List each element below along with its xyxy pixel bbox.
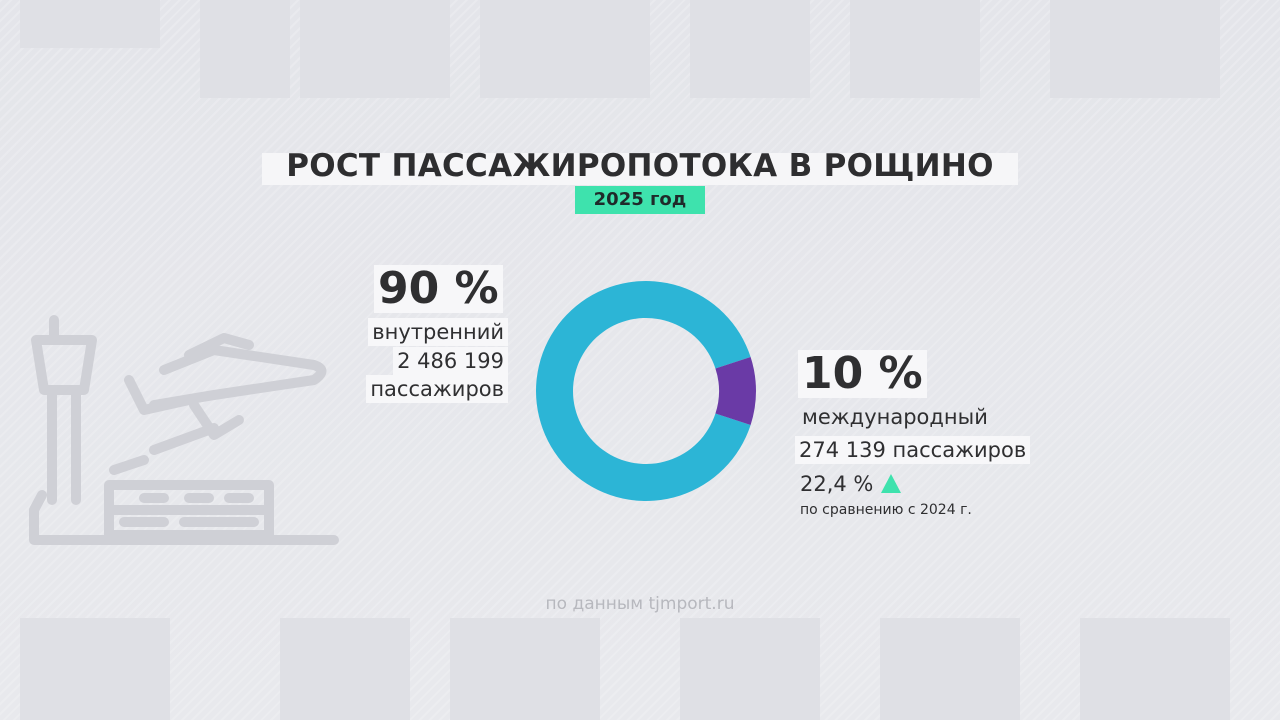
growth-note: по сравнению с 2024 г. xyxy=(800,502,972,518)
domestic-label: внутренний xyxy=(368,318,508,346)
source-note: по данным tjmport.ru xyxy=(545,594,735,614)
donut-slice-international xyxy=(715,357,756,425)
international-label: международный xyxy=(802,405,988,429)
growth-up-arrow-icon xyxy=(881,474,901,493)
donut-slice-domestic xyxy=(536,281,751,501)
title-background xyxy=(262,153,1018,185)
growth-value: 22,4 % xyxy=(800,472,874,496)
chart-subtitle: 2025 год xyxy=(575,186,705,214)
domestic-unit: пассажиров xyxy=(366,375,508,403)
international-count: 274 139 пассажиров xyxy=(795,436,1031,464)
international-percent-label: 10 % xyxy=(798,350,927,398)
domestic-percent-label: 90 % xyxy=(374,265,503,313)
chart-title: РОСТ ПАССАЖИРОПОТОКА В РОЩИНО xyxy=(286,148,994,184)
domestic-count: 2 486 199 xyxy=(393,347,508,375)
airport-illustration xyxy=(29,315,339,545)
donut-chart xyxy=(536,281,756,501)
